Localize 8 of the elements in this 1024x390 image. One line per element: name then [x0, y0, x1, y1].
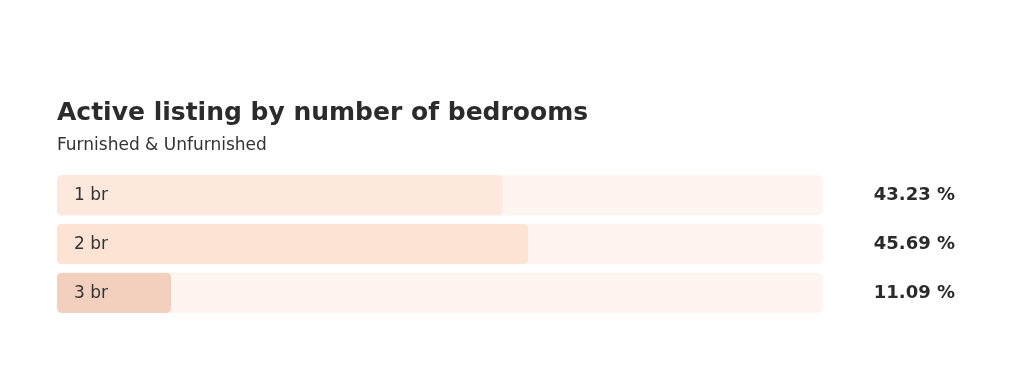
data-label: 43.23 % [873, 183, 955, 205]
data-label: 45.69 % [873, 232, 955, 253]
y-tick-label: 3 br [74, 281, 109, 302]
data-label: 11.09 % [873, 280, 955, 302]
chart-title: Active listing by number of bedrooms [57, 97, 589, 126]
y-tick-label: 1 br [74, 184, 109, 205]
chart-subtitle: Furnished & Unfurnished [57, 134, 267, 154]
y-tick-label: 2 br [74, 233, 109, 253]
